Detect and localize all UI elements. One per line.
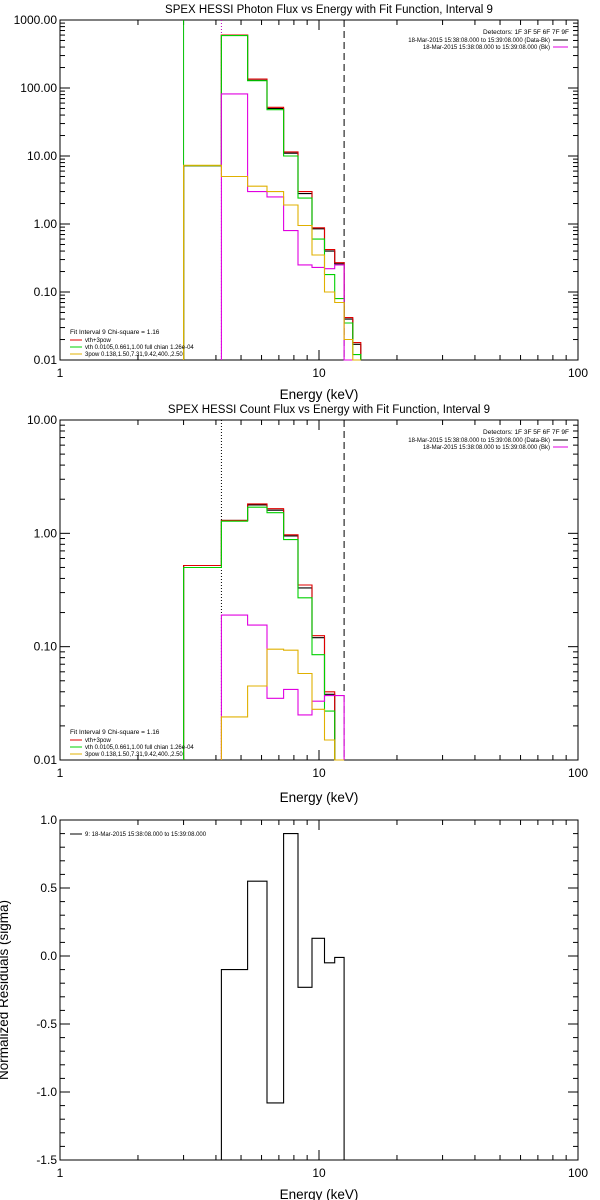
x-tick-label: 1 <box>57 366 64 380</box>
y-tick-label: 1.00 <box>34 217 58 231</box>
y-tick-label: -1.0 <box>36 1085 57 1099</box>
legend-entry: 18-Mar-2015 15:38:08.000 to 15:39:08.000… <box>423 445 550 451</box>
legend-entry: 18-Mar-2015 15:38:08.000 to 15:39:08.000… <box>408 38 550 44</box>
axis-ticks: 1 10 100 0.01 0.10 1.00 10.00 100.00 1000.00 <box>14 13 589 380</box>
y-tick-label: 0.0 <box>40 949 57 963</box>
x-axis-label: Energy (keV) <box>280 790 359 805</box>
y-tick-label: 10.00 <box>27 413 57 427</box>
spectrum-step-line <box>220 648 345 761</box>
x-tick-label: 10 <box>312 1166 326 1180</box>
axis-ticks: 1 10 100 0.01 0.10 1.00 10.00 <box>27 413 588 780</box>
legend: 18-Mar-2015 15:38:08.000 to 15:39:08.000… <box>70 38 568 358</box>
count-flux-panel: SPEX HESSI Count Flux vs Energy with Fit… <box>27 404 588 805</box>
y-tick-label: 0.01 <box>34 353 58 367</box>
photon-flux-panel: SPEX HESSI Photon Flux vs Energy with Fi… <box>14 4 589 402</box>
x-tick-label: 10 <box>312 366 326 380</box>
legend-entry: 18-Mar-2015 15:38:08.000 to 15:39:08.000… <box>408 438 550 444</box>
spectrum-step-line <box>183 35 362 360</box>
legend: 18-Mar-2015 15:38:08.000 to 15:39:08.000… <box>70 438 568 758</box>
fit-legend-title: Fit Interval 9 Chi-square = 1.16 <box>70 729 160 736</box>
legend-entry: vth 0.0105,0.661,1.00 full chian 1.26e-0… <box>85 345 194 351</box>
spectrum-step-line <box>220 833 345 1160</box>
legend-entry: vth+3pow <box>85 338 112 344</box>
legend-entry: 18-Mar-2015 15:38:08.000 to 15:39:08.000… <box>423 45 550 51</box>
spectrum-series <box>183 34 362 361</box>
detectors-label: Detectors: 1F 3F 5F 6F 7F 9F <box>483 429 569 436</box>
x-tick-label: 1 <box>57 1166 64 1180</box>
y-tick-label: 0.10 <box>34 285 58 299</box>
panel-title: SPEX HESSI Photon Flux vs Energy with Fi… <box>165 4 493 16</box>
y-tick-label: 0.5 <box>40 881 57 895</box>
spectrum-step-line <box>220 614 345 760</box>
energy-range-markers <box>220 420 345 760</box>
y-tick-label: 0.01 <box>34 753 58 767</box>
y-tick-label: -0.5 <box>36 1017 57 1031</box>
x-tick-label: 1 <box>57 766 64 780</box>
y-axis-label: Normalized Residuals (sigma) <box>0 900 11 1080</box>
legend-entry: 3pow 0.138,1.50,7.31,9.42,400.,2.50 <box>85 752 183 758</box>
spectrum-step-line <box>220 93 353 361</box>
legend: 9: 18-Mar-2015 15:38:08.000 to 15:39:08.… <box>70 832 207 838</box>
axis-ticks: 1 10 100 -1.5 -1.0 -0.5 0.0 0.5 1.0 <box>36 813 588 1180</box>
spectrum-series <box>183 503 345 761</box>
legend-entry: vth+3pow <box>85 738 112 744</box>
y-tick-label: 1.0 <box>40 813 57 827</box>
x-tick-label: 100 <box>568 366 588 380</box>
fit-legend-title: Fit Interval 9 Chi-square = 1.16 <box>70 329 160 336</box>
legend-entry: 9: 18-Mar-2015 15:38:08.000 to 15:39:08.… <box>85 832 207 838</box>
y-tick-label: 100.00 <box>20 81 57 95</box>
panel-title: SPEX HESSI Count Flux vs Energy with Fit… <box>168 404 490 416</box>
y-tick-label: -1.5 <box>36 1153 57 1167</box>
spectrum-step-line <box>183 164 361 361</box>
legend-entry: 3pow 0.138,1.50,7.31,9.42,400.,2.50 <box>85 352 183 358</box>
y-tick-label: 10.00 <box>27 149 57 163</box>
x-axis-label: Energy (keV) <box>280 1187 359 1200</box>
residual-series <box>220 833 345 1160</box>
detectors-label: Detectors: 1F 3F 5F 6F 7F 9F <box>483 29 569 36</box>
y-tick-label: 1000.00 <box>14 13 58 27</box>
legend-entry: vth 0.0105,0.661,1.00 full chian 1.26e-0… <box>85 745 194 751</box>
x-axis-label: Energy (keV) <box>280 387 359 402</box>
y-tick-label: 1.00 <box>34 526 58 540</box>
y-tick-label: 0.10 <box>34 640 58 654</box>
x-tick-label: 100 <box>568 1166 588 1180</box>
x-tick-label: 10 <box>312 766 326 780</box>
residuals-panel: Energy (keV) Normalized Residuals (sigma… <box>0 813 588 1200</box>
x-tick-label: 100 <box>568 766 588 780</box>
